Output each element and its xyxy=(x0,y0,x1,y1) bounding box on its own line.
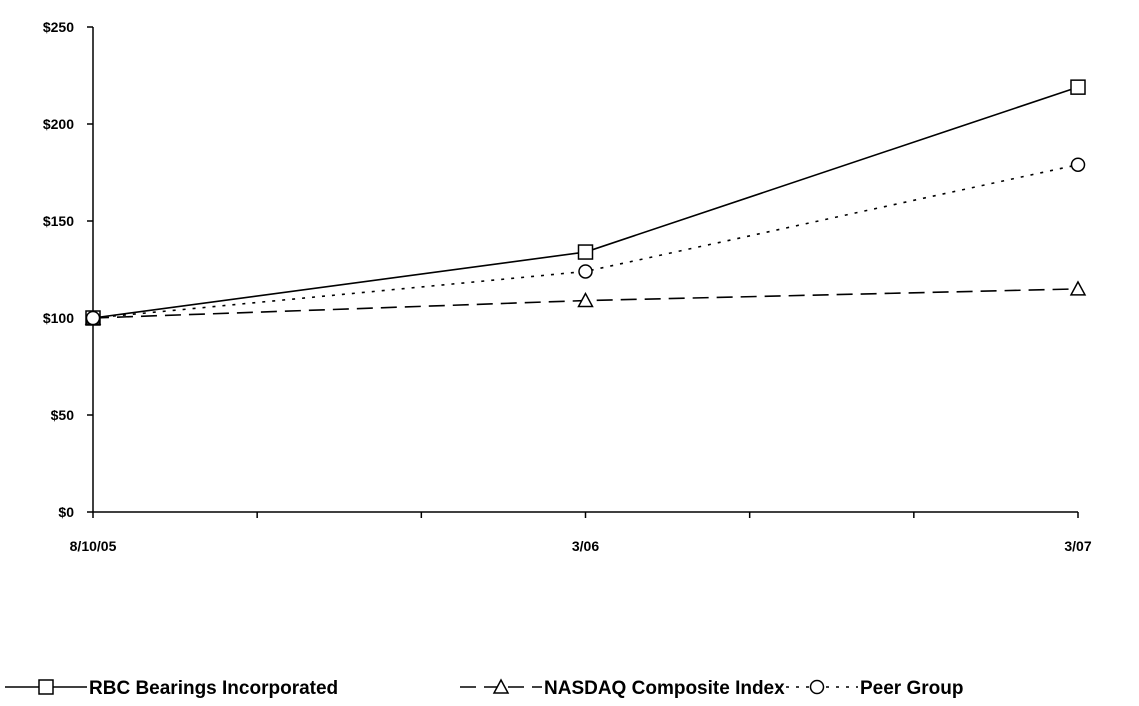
legend-marker-1 xyxy=(38,679,54,695)
series-line-1 xyxy=(92,86,1079,319)
legend-label-2: NASDAQ Composite Index xyxy=(544,678,785,699)
series-2-point xyxy=(577,291,594,308)
x-tick-label: 3/07 xyxy=(1064,538,1091,554)
series-3-point xyxy=(1070,157,1086,172)
y-tick-label: $150 xyxy=(43,213,74,229)
series-lines xyxy=(92,86,1079,319)
x-axis-ticks: 8/10/05 3/06 3/07 xyxy=(70,512,1092,554)
y-tick-label: $50 xyxy=(51,407,75,423)
legend-label-3: Peer Group xyxy=(860,678,963,699)
series-1-point xyxy=(577,244,594,260)
series-1-point xyxy=(1070,79,1086,95)
series-markers xyxy=(84,79,1087,326)
y-tick-label: $0 xyxy=(58,504,74,520)
legend-marker-2 xyxy=(492,678,510,694)
y-axis-ticks: $0 $50 $100 $150 $200 $250 xyxy=(43,19,93,520)
y-tick-label: $100 xyxy=(43,310,74,326)
series-3-point xyxy=(578,264,593,279)
legend-marker-3 xyxy=(809,679,825,695)
series-3-point xyxy=(85,310,101,326)
series-line-3 xyxy=(92,163,1079,319)
y-tick-label: $250 xyxy=(43,19,74,35)
x-tick-label: 8/10/05 xyxy=(70,538,117,554)
y-tick-label: $200 xyxy=(43,116,74,132)
legend: RBC Bearings Incorporated NASDAQ Composit… xyxy=(5,678,963,699)
series-2-point xyxy=(1069,280,1087,296)
x-tick-label: 3/06 xyxy=(572,538,599,554)
legend-label-1: RBC Bearings Incorporated xyxy=(89,678,338,699)
